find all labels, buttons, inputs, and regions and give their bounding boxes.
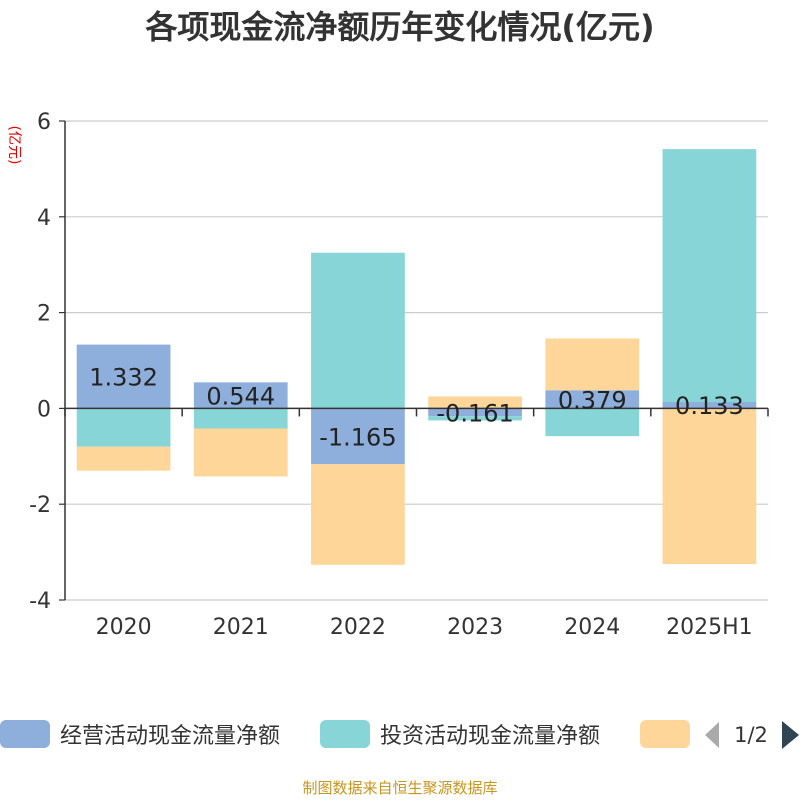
- data-label: 0.133: [675, 392, 744, 420]
- grid-lines: [65, 120, 768, 601]
- y-tick-label: 2: [37, 302, 51, 327]
- x-tick-label: 2025H1: [666, 615, 753, 640]
- bar-segment: [193, 382, 288, 409]
- bar-segment: [662, 408, 757, 565]
- data-label: 0.544: [206, 382, 275, 410]
- legend-page-indicator: 1/2: [734, 723, 768, 747]
- bar-segment: [311, 464, 405, 565]
- bar-segment: [76, 446, 171, 471]
- bar-segment: [76, 344, 171, 409]
- x-tick-label: 2024: [564, 615, 620, 640]
- data-labels: 1.332 0.544 -1.165 -0.161 0.379 0.133: [89, 363, 744, 451]
- data-label: 1.332: [89, 363, 158, 391]
- bar-segment: [428, 416, 522, 421]
- legend-swatch[interactable]: [320, 720, 370, 748]
- bar-segment: [545, 390, 640, 409]
- bar-segment: [193, 408, 288, 429]
- data-label: 0.379: [558, 386, 627, 414]
- legend-swatch[interactable]: [640, 720, 690, 748]
- y-tick-label: 4: [37, 206, 51, 231]
- bar-segment: [311, 408, 405, 465]
- data-label: -0.161: [436, 399, 513, 427]
- legend: 经营活动现金流量净额 投资活动现金流量净额 1/2: [0, 720, 799, 749]
- chart-title: 各项现金流净额历年变化情况(亿元): [145, 8, 655, 46]
- y-tick-label: -4: [29, 589, 51, 614]
- bars: [76, 149, 757, 565]
- x-tick-label: 2022: [330, 615, 386, 640]
- legend-swatch[interactable]: [0, 720, 50, 748]
- axes: -4 -2 0 2 4 6 2020 2021 2022 2023 2024 2025H1: [29, 110, 769, 640]
- bar-segment: [311, 252, 405, 409]
- y-axis-label: (亿元): [6, 126, 22, 165]
- y-tick-label: 0: [37, 397, 51, 422]
- data-source-note: 制图数据来自恒生聚源数据库: [302, 779, 498, 797]
- x-tick-label: 2021: [213, 615, 269, 640]
- legend-prev-page-icon[interactable]: [705, 722, 719, 748]
- bar-segment: [76, 408, 171, 447]
- x-tick-label: 2023: [447, 615, 503, 640]
- bar-segment: [662, 402, 757, 409]
- bar-segment: [545, 408, 640, 437]
- data-label: -1.165: [319, 423, 396, 451]
- bar-segment: [428, 396, 522, 409]
- legend-label[interactable]: 投资活动现金流量净额: [380, 724, 600, 749]
- bar-segment: [662, 149, 757, 403]
- bar-segment: [428, 408, 522, 417]
- x-tick-label: 2020: [96, 615, 152, 640]
- y-tick-label: -2: [29, 493, 51, 518]
- legend-next-page-icon[interactable]: [782, 721, 799, 749]
- y-tick-label: 6: [37, 110, 51, 135]
- bar-segment: [545, 338, 640, 391]
- bar-segment: [193, 428, 288, 477]
- legend-label[interactable]: 经营活动现金流量净额: [60, 724, 280, 749]
